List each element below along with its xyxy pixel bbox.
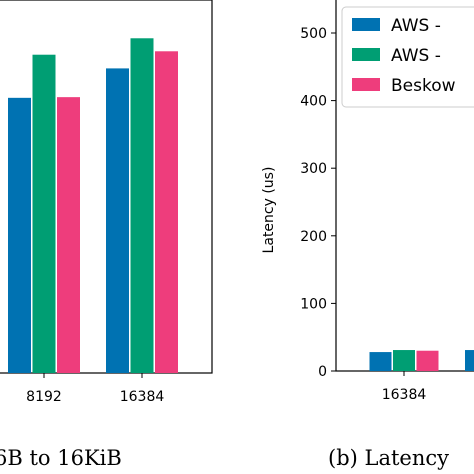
y-tick-label: 400	[300, 94, 327, 110]
left-x-tick-label: 8192	[26, 389, 62, 405]
legend-swatch	[352, 18, 380, 31]
legend-label: Beskow	[391, 76, 456, 96]
left-bar-16384-series-3	[155, 51, 178, 373]
bar-16384-series-2	[393, 350, 415, 371]
bar-16384-series-1	[369, 352, 392, 371]
x-tick-label: 16384	[382, 387, 427, 403]
y-tick-label: 300	[300, 161, 327, 177]
legend-swatch	[352, 48, 380, 61]
bar-16384-series-3	[416, 350, 439, 371]
legend-swatch	[352, 78, 380, 91]
left-bar-16384-series-1	[106, 68, 129, 374]
bar-next-group-series-1	[465, 350, 474, 371]
left-bar-8192-series-2	[32, 54, 56, 374]
left-plot-frame	[0, 0, 213, 374]
y-tick-label: 100	[300, 296, 327, 312]
y-tick-label: 0	[318, 364, 327, 380]
y-tick-label: 200	[300, 229, 327, 245]
legend-label: AWS -	[391, 46, 441, 66]
left-bar-8192-series-1	[8, 97, 31, 374]
caption-right: (b) Latency	[328, 446, 449, 470]
caption-left: 6B to 16KiB	[0, 446, 122, 470]
left-bar-8192-series-3	[57, 97, 80, 374]
legend-label: AWS -	[391, 16, 441, 36]
y-axis-label: Latency (us)	[261, 167, 277, 254]
left-bar-16384-series-2	[130, 38, 154, 373]
y-tick-label: 500	[300, 26, 327, 42]
left-x-tick-label: 16384	[120, 389, 165, 405]
